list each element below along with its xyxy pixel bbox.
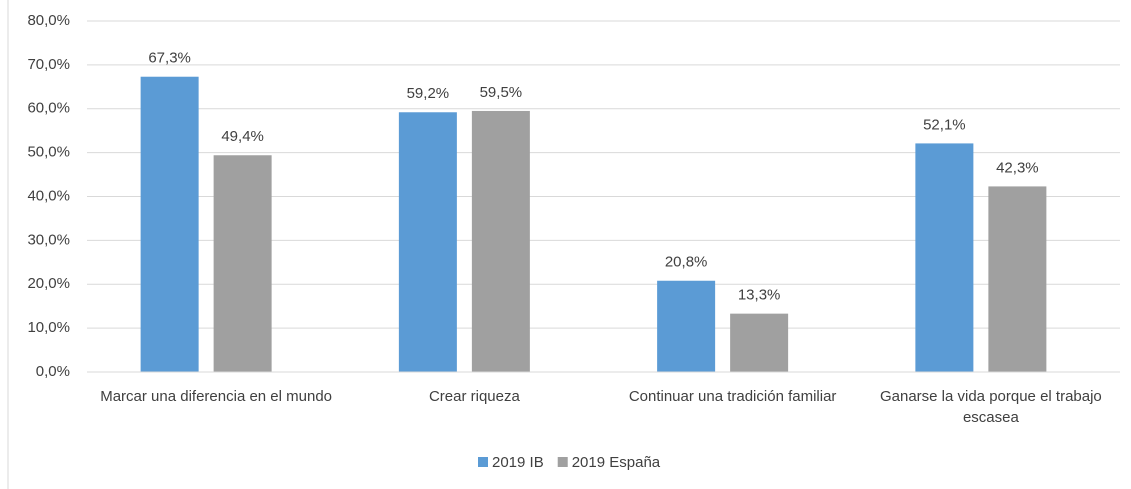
value-label: 67,3%	[148, 50, 191, 67]
y-tick-label: 10,0%	[27, 319, 70, 336]
value-label: 59,5%	[480, 84, 523, 101]
bar	[730, 313, 789, 372]
bar	[140, 76, 199, 372]
legend-label: 2019 España	[572, 454, 661, 471]
bar	[657, 280, 716, 372]
value-label: 59,2%	[407, 85, 450, 102]
x-tick-label: Ganarse la vida porque el trabajo escase…	[879, 388, 1102, 426]
bar	[398, 112, 457, 372]
y-tick-label: 50,0%	[27, 144, 70, 161]
value-label: 20,8%	[665, 254, 708, 271]
y-tick-label: 60,0%	[27, 100, 70, 117]
bar	[988, 186, 1047, 372]
bar	[213, 155, 272, 372]
y-tick-label: 80,0%	[27, 12, 70, 29]
y-tick-label: 40,0%	[27, 187, 70, 204]
y-tick-label: 0,0%	[36, 363, 70, 380]
value-label: 42,3%	[996, 159, 1039, 176]
x-tick-label: Continuar una tradición familiar	[628, 388, 837, 405]
value-label: 49,4%	[221, 128, 264, 145]
x-tick-label: Crear riqueza	[428, 388, 520, 405]
legend-swatch	[557, 457, 568, 467]
legend-swatch	[478, 457, 488, 467]
value-label: 13,3%	[738, 287, 781, 304]
value-label: 52,1%	[923, 116, 966, 133]
x-tick-label: Marcar una diferencia en el mundo	[100, 388, 333, 405]
bar	[915, 143, 974, 372]
y-tick-label: 30,0%	[27, 231, 70, 248]
legend-label: 2019 IB	[492, 454, 544, 471]
bar	[471, 110, 530, 372]
y-tick-label: 70,0%	[27, 56, 70, 73]
y-tick-label: 20,0%	[27, 275, 70, 292]
